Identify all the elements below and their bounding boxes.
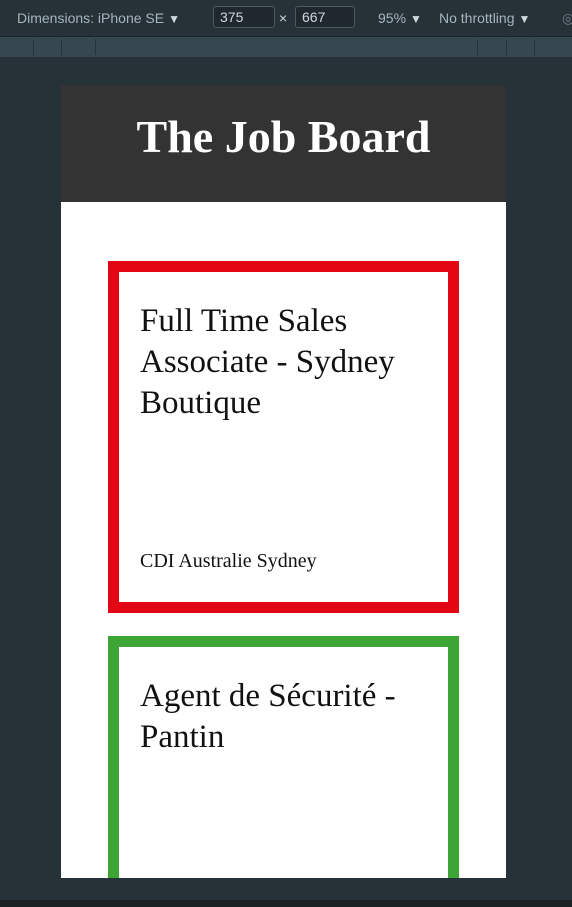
chevron-down-icon: ▼ xyxy=(410,12,422,26)
devtools-device-toolbar: Dimensions: iPhone SE▼ × 95%▼ No throttl… xyxy=(0,0,572,37)
job-title[interactable]: Full Time Sales Associate - Sydney Bouti… xyxy=(140,303,395,421)
page-title: The Job Board xyxy=(136,111,431,162)
throttling-select-label: No throttling xyxy=(439,10,515,26)
ruler-tick xyxy=(506,39,507,55)
dimension-separator: × xyxy=(279,10,288,26)
zoom-select-label: 95% xyxy=(378,10,407,26)
emulated-viewport: The Job Board Full Time Sales Associate … xyxy=(61,85,506,878)
throttling-select[interactable]: No throttling ▼ xyxy=(439,0,530,36)
job-card[interactable]: Full Time Sales Associate - Sydney Bouti… xyxy=(108,261,459,613)
stage-bottom-edge xyxy=(0,900,572,907)
ruler-tick xyxy=(477,39,478,55)
ruler-tick xyxy=(95,39,96,55)
device-select-label: Dimensions: iPhone SE xyxy=(17,10,165,26)
viewport-height-input[interactable] xyxy=(295,6,355,28)
chevron-down-icon: ▼ xyxy=(168,12,180,26)
media-query-ruler[interactable] xyxy=(0,37,572,57)
viewport-width-input[interactable] xyxy=(213,6,275,28)
device-select[interactable]: Dimensions: iPhone SE ▼ xyxy=(17,0,180,36)
job-card[interactable]: Agent de Sécurité - Pantin xyxy=(108,636,459,878)
more-options-icon[interactable]: ◎ xyxy=(562,10,572,26)
job-meta: CDI Australie Sydney xyxy=(140,550,317,572)
ruler-tick xyxy=(33,39,34,55)
job-title[interactable]: Agent de Sécurité - Pantin xyxy=(140,678,396,755)
ruler-tick xyxy=(61,39,62,55)
site-header: The Job Board xyxy=(61,85,506,202)
chevron-down-icon: ▼ xyxy=(518,12,531,26)
ruler-tick xyxy=(534,39,535,55)
zoom-select[interactable]: 95% ▼ xyxy=(378,0,422,36)
